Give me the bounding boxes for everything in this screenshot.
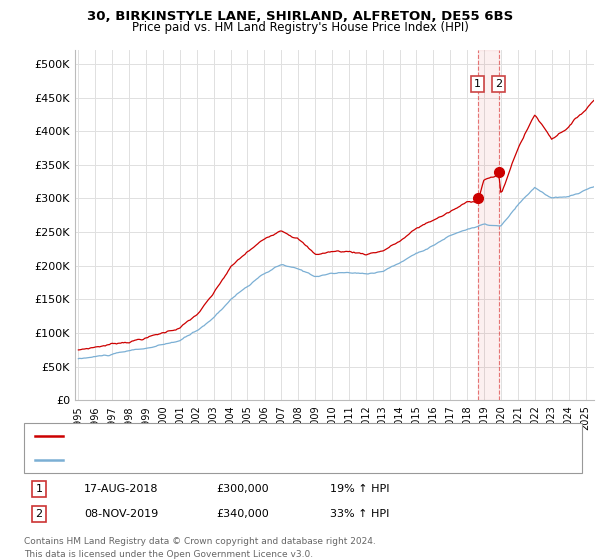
- Bar: [478, 50, 499, 400]
- Text: 1: 1: [35, 484, 43, 494]
- Text: 33% ↑ HPI: 33% ↑ HPI: [330, 509, 389, 519]
- Text: £300,000: £300,000: [216, 484, 269, 494]
- Text: 17-AUG-2018: 17-AUG-2018: [84, 484, 158, 494]
- Text: 19% ↑ HPI: 19% ↑ HPI: [330, 484, 389, 494]
- FancyBboxPatch shape: [24, 423, 582, 473]
- Text: 30, BIRKINSTYLE LANE, SHIRLAND, ALFRETON, DE55 6BS: 30, BIRKINSTYLE LANE, SHIRLAND, ALFRETON…: [87, 10, 513, 22]
- Text: HPI: Average price, detached house, North East Derbyshire: HPI: Average price, detached house, Nort…: [71, 455, 380, 465]
- Text: 2: 2: [35, 509, 43, 519]
- Text: Contains HM Land Registry data © Crown copyright and database right 2024.
This d: Contains HM Land Registry data © Crown c…: [24, 538, 376, 559]
- Text: 08-NOV-2019: 08-NOV-2019: [84, 509, 158, 519]
- Text: Price paid vs. HM Land Registry's House Price Index (HPI): Price paid vs. HM Land Registry's House …: [131, 21, 469, 34]
- Text: 30, BIRKINSTYLE LANE, SHIRLAND, ALFRETON, DE55 6BS (detached house): 30, BIRKINSTYLE LANE, SHIRLAND, ALFRETON…: [71, 431, 462, 441]
- Text: 1: 1: [474, 79, 481, 89]
- Text: 2: 2: [495, 79, 502, 89]
- Text: £340,000: £340,000: [216, 509, 269, 519]
